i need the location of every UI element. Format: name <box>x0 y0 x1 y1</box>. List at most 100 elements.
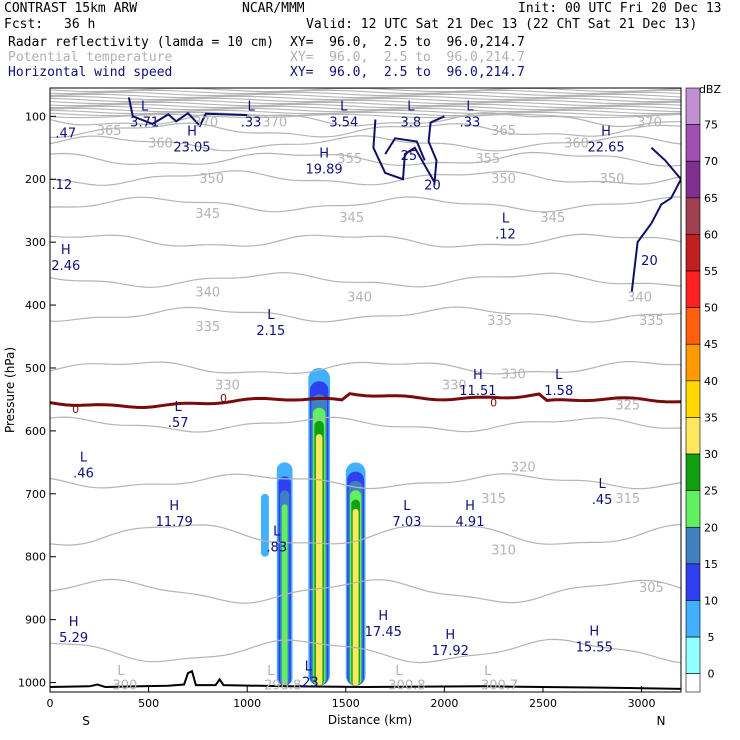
x-tick-label: 0 <box>47 697 54 710</box>
theta-label: 345 <box>195 207 220 222</box>
extremum-marker: H <box>378 609 388 624</box>
theta-contour-line <box>50 233 681 248</box>
theta-label: 335 <box>487 314 512 329</box>
plot-frame <box>49 87 682 693</box>
colorbar-level: 45 <box>704 338 718 351</box>
theta-dense-line <box>50 113 681 119</box>
extremum-value: .45 <box>592 493 613 508</box>
theta-label: 355 <box>475 152 500 167</box>
theta-label: 320 <box>511 460 536 475</box>
axes: 0 500 1000 1500 2000 2500 30001002003004005006… <box>18 110 656 710</box>
freezing-level-line <box>50 392 681 410</box>
colorbar-swatch <box>685 600 701 638</box>
theta-label: 355 <box>337 152 362 167</box>
theta-contour-line <box>50 135 681 152</box>
theta-dense-line <box>50 93 681 99</box>
theta-label: 365 <box>491 124 516 139</box>
extremum-marker: H <box>69 615 79 630</box>
theta-dense-line <box>50 103 681 109</box>
theta-label: 365 <box>97 124 122 139</box>
contour-labels: 370 370 370 365 365 360 360 355 355 350 350 350 345 3… <box>51 99 664 693</box>
colorbar-swatch <box>685 526 701 565</box>
extremum-marker: L <box>80 450 88 465</box>
extremum-marker: H <box>61 243 71 258</box>
theta-label: 300.8 <box>388 679 425 694</box>
extremum-value: 3.71 <box>130 115 159 130</box>
theta-label: 340 <box>195 285 220 300</box>
colorbar-swatch <box>685 270 701 308</box>
forecast-label: Fcst: <box>4 17 44 32</box>
colorbar-swatch <box>685 87 701 125</box>
extremum-value: 1.58 <box>544 384 573 399</box>
x-tick-label: 500 <box>138 697 159 710</box>
forecast-hour: 36 h <box>64 17 96 32</box>
extremum-value: .33 <box>460 115 481 130</box>
extremum-marker: L <box>502 211 510 226</box>
extremum-marker: L <box>141 99 149 114</box>
colorbar-level: 0 <box>708 668 715 681</box>
y-tick-label: 300 <box>25 236 46 249</box>
extremum-value: .12 <box>51 178 72 193</box>
theta-label: L <box>484 664 492 679</box>
extremum-value: 2.46 <box>51 259 80 274</box>
theta-label: 298.8 <box>264 679 301 694</box>
theta-label: L <box>267 664 275 679</box>
field-xy-theta: XY= 96.0, 2.5 to 96.0,214.7 <box>290 50 525 65</box>
theta-dense-line <box>50 99 681 105</box>
colorbar-level: 15 <box>704 558 718 571</box>
colorbar-level: 65 <box>704 192 718 205</box>
theta-label: 350 <box>600 172 625 187</box>
reflectivity-layer <box>260 367 366 686</box>
theta-label: 340 <box>347 291 372 306</box>
extremum-value: 19.89 <box>305 163 342 178</box>
theta-label: 370 <box>262 116 287 131</box>
extremum-marker: H <box>473 368 483 383</box>
colorbar-level: 10 <box>704 594 718 607</box>
theta-contour-line <box>50 473 681 490</box>
theta-label: 305 <box>639 581 664 596</box>
colorbar-swatch <box>685 160 701 199</box>
reflectivity-cell <box>315 434 323 686</box>
extremum-value: 2.15 <box>256 324 285 339</box>
extremum-marker: L <box>599 477 607 492</box>
extremum-marker: H <box>445 628 455 643</box>
colorbar-swatch <box>685 490 701 528</box>
theta-label: 350 <box>491 172 516 187</box>
theta-label: 315 <box>481 492 506 507</box>
model-name: CONTRAST 15km ARW <box>4 1 138 16</box>
wind-contour-line <box>650 147 681 180</box>
theta-contour-line <box>50 272 681 288</box>
theta-contour-line <box>50 306 681 323</box>
colorbar-swatch <box>685 636 701 674</box>
x-tick-label: 2000 <box>430 697 458 710</box>
theta-contour-line <box>50 638 681 664</box>
theta-dense-line <box>50 91 681 97</box>
extremum-value: 4.91 <box>456 515 485 530</box>
extremum-value: .33 <box>241 115 262 130</box>
org-name: NCAR/MMM <box>242 1 305 16</box>
colorbar-level: 75 <box>704 119 718 132</box>
extremum-marker: L <box>267 308 275 323</box>
theta-label: 330 <box>215 379 240 394</box>
extremum-marker: L <box>248 99 256 114</box>
theta-label: L <box>117 664 125 679</box>
theta-label: 330 <box>501 367 526 382</box>
theta-contour-line <box>50 196 681 213</box>
wind-contour-line <box>630 178 681 293</box>
extremum-value: 7.03 <box>392 515 421 530</box>
theta-label: 370 <box>637 116 662 131</box>
extremum-marker: L <box>340 99 348 114</box>
terrain-line <box>50 669 681 690</box>
extremum-value: .23 <box>298 675 319 690</box>
extremum-marker: L <box>466 99 474 114</box>
theta-contour-line <box>50 122 681 138</box>
theta-label: 335 <box>639 314 664 329</box>
colorbar-swatch <box>685 124 701 162</box>
y-tick-label: 600 <box>25 425 46 438</box>
field-xy-wind: XY= 96.0, 2.5 to 96.0,214.7 <box>290 65 525 80</box>
theta-label: 370 <box>193 116 218 131</box>
y-tick-label: 700 <box>25 488 46 501</box>
colorbar-swatch-below <box>685 673 701 693</box>
colorbar-swatch <box>685 417 701 455</box>
